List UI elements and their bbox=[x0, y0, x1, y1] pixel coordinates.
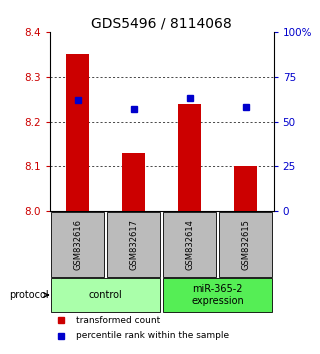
Text: GSM832616: GSM832616 bbox=[73, 219, 82, 270]
Text: GSM832617: GSM832617 bbox=[129, 219, 138, 270]
Text: miR-365-2
expression: miR-365-2 expression bbox=[191, 284, 244, 306]
Bar bbox=[163, 212, 217, 276]
Bar bbox=[219, 212, 273, 276]
Text: transformed count: transformed count bbox=[76, 316, 161, 325]
Bar bbox=[235, 166, 257, 211]
Bar bbox=[51, 212, 105, 276]
Bar bbox=[179, 104, 201, 211]
Text: control: control bbox=[89, 290, 123, 300]
Bar bbox=[163, 278, 273, 312]
Text: protocol: protocol bbox=[9, 290, 49, 300]
Bar bbox=[67, 54, 89, 211]
Text: GSM832615: GSM832615 bbox=[241, 219, 250, 270]
Bar bbox=[51, 278, 161, 312]
Text: GSM832614: GSM832614 bbox=[185, 219, 194, 270]
Bar bbox=[123, 153, 145, 211]
Title: GDS5496 / 8114068: GDS5496 / 8114068 bbox=[91, 17, 232, 31]
Bar bbox=[107, 212, 161, 276]
Text: percentile rank within the sample: percentile rank within the sample bbox=[76, 331, 230, 340]
